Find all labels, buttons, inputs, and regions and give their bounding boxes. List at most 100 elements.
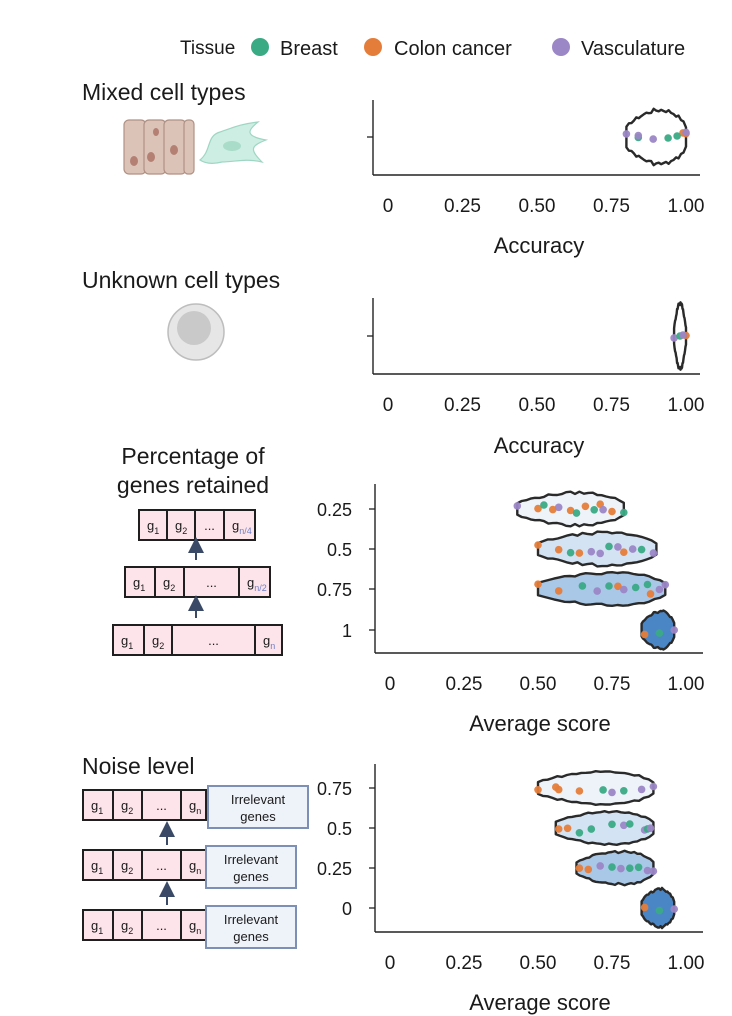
data-point <box>593 587 601 595</box>
gene-cell-label: ... <box>208 633 219 648</box>
y-tick-label: 0.25 <box>317 859 352 879</box>
gene-cell-label: ... <box>206 575 217 590</box>
x-tick-label: 0 <box>385 953 396 974</box>
x-axis-label: Average score <box>469 711 610 736</box>
data-point <box>549 505 557 514</box>
x-tick-label: 0.25 <box>446 953 483 974</box>
y-tick-label: 1 <box>342 621 352 641</box>
y-tick-label: 0.5 <box>327 819 352 839</box>
irrelevant-genes-box <box>207 785 309 829</box>
x-tick-label: 0.50 <box>520 953 557 974</box>
panel-heading-genes-line2: genes retained <box>117 472 269 498</box>
data-point <box>587 825 596 833</box>
data-point <box>513 502 522 510</box>
unknown-cell-icon <box>167 303 225 361</box>
legend-swatch-vasculature <box>552 38 570 56</box>
legend-swatch-breast <box>251 38 269 56</box>
data-point <box>599 505 607 514</box>
x-tick-label: 0 <box>385 674 396 695</box>
violin-plot-unknown: 0 0.25 0.50 0.75 1.00 Accuracy <box>367 298 704 458</box>
y-tick-label: 0 <box>342 899 352 919</box>
data-point <box>566 548 575 557</box>
data-point <box>554 825 563 833</box>
data-point <box>596 862 604 870</box>
x-tick-label: 0.25 <box>444 196 481 217</box>
irrelevant-genes-label: genes <box>240 809 276 824</box>
mixed-cell-types-illustration-icon <box>123 119 269 175</box>
violin-plot-mixed: 0 0.25 0.50 0.75 1.00 Accuracy <box>367 100 704 258</box>
data-point <box>634 131 643 140</box>
data-point <box>631 583 640 592</box>
data-point <box>554 545 563 554</box>
gene-cell-label: ... <box>156 798 167 813</box>
legend-label-vasculature: Vasculature <box>581 38 685 60</box>
data-point <box>617 864 625 873</box>
data-point <box>637 785 646 794</box>
data-point <box>622 130 631 138</box>
data-point <box>587 547 596 556</box>
data-point <box>643 866 652 875</box>
violin-shape <box>536 530 658 568</box>
x-tick-label: 0.75 <box>593 395 630 416</box>
legend-label-colon-cancer: Colon cancer <box>394 38 512 60</box>
irrelevant-genes-label: Irrelevant <box>231 792 286 807</box>
x-tick-label: 0 <box>383 395 394 416</box>
data-point <box>608 788 616 797</box>
data-point <box>655 629 664 637</box>
panel-heading-mixed: Mixed cell types <box>82 79 246 105</box>
data-point <box>554 587 563 595</box>
data-point <box>679 331 687 339</box>
data-point <box>578 582 587 590</box>
data-point <box>614 582 622 591</box>
data-point <box>575 829 584 837</box>
data-point <box>646 590 655 598</box>
x-axis-label: Average score <box>469 990 610 1015</box>
data-point <box>554 503 563 512</box>
data-point <box>670 334 678 342</box>
x-tick-label: 1.00 <box>668 953 705 974</box>
data-point <box>596 549 604 558</box>
legend-title: Tissue <box>180 38 235 59</box>
panel-unknown-left: Unknown cell types <box>82 267 280 361</box>
data-point <box>581 502 590 511</box>
data-point <box>682 128 690 137</box>
data-point <box>605 542 613 551</box>
gene-row-box <box>124 566 271 598</box>
data-point <box>655 585 664 594</box>
x-tick-label: 1.00 <box>668 674 705 695</box>
violin-shape <box>536 571 667 607</box>
panel-heading-unknown: Unknown cell types <box>82 267 280 293</box>
gene-row-box <box>82 909 207 941</box>
y-tick-label: 0.75 <box>317 580 352 600</box>
data-point <box>626 820 634 828</box>
x-tick-label: 0 <box>383 196 394 217</box>
data-point <box>626 864 634 872</box>
data-point <box>590 506 598 514</box>
y-tick-label: 0.5 <box>327 540 352 560</box>
irrelevant-genes-label: Irrelevant <box>224 852 279 867</box>
data-point <box>575 549 584 557</box>
gene-cell-label: ... <box>204 518 215 533</box>
data-point <box>640 903 649 912</box>
violin-plot-genes-retained: 0 0.25 0.50 0.75 1.00 Average score 0.25 0.5 0.7… <box>317 484 705 736</box>
legend-swatch-colon-cancer <box>364 38 382 56</box>
data-point <box>608 863 616 871</box>
gene-cell-label: ... <box>156 918 167 933</box>
x-tick-label: 0.50 <box>520 674 557 695</box>
data-point <box>620 585 628 594</box>
data-point <box>664 134 672 142</box>
x-tick-label: 1.00 <box>668 196 705 217</box>
data-point <box>670 626 678 634</box>
data-point <box>649 782 658 791</box>
y-tick-label: 0.25 <box>317 500 352 520</box>
data-point <box>608 507 616 516</box>
irrelevant-genes-box <box>205 905 297 949</box>
panel-mixed-left: Mixed cell types <box>82 79 269 175</box>
data-point <box>655 906 664 915</box>
panel-heading-noise: Noise level <box>82 753 195 779</box>
data-point <box>563 824 572 833</box>
data-point <box>572 509 581 517</box>
data-point <box>584 865 593 874</box>
